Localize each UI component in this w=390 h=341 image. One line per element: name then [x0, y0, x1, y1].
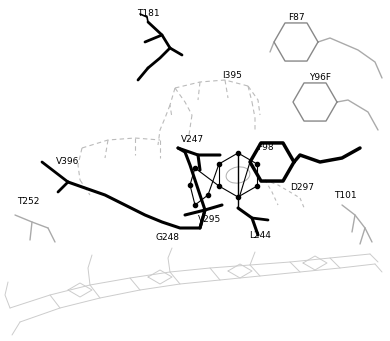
Text: I395: I395	[222, 71, 242, 79]
Text: D297: D297	[290, 183, 314, 193]
Text: L244: L244	[249, 231, 271, 239]
Text: Y96F: Y96F	[309, 74, 331, 83]
Text: V295: V295	[199, 216, 222, 224]
Text: T181: T181	[136, 10, 159, 18]
Text: V396: V396	[56, 158, 80, 166]
Text: V247: V247	[181, 135, 204, 145]
Text: F87: F87	[288, 14, 304, 23]
Text: F98: F98	[257, 144, 273, 152]
Text: T101: T101	[334, 191, 356, 199]
Text: G248: G248	[156, 234, 180, 242]
Text: T252: T252	[17, 197, 39, 207]
